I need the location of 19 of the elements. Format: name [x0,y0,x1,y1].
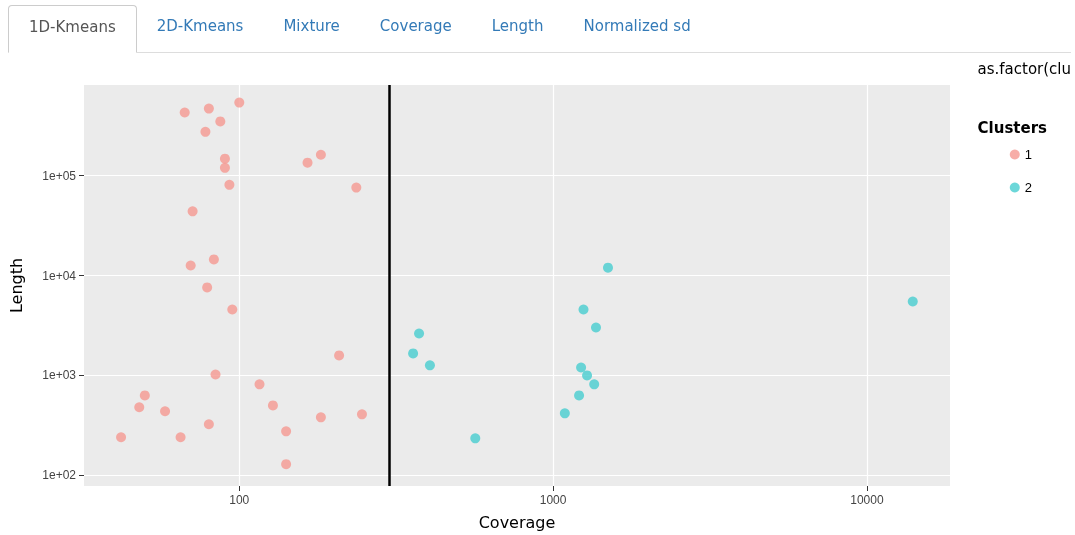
x-tick-label: 1000 [539,493,567,507]
x-axis-title: Coverage [478,512,556,532]
legend-label: 1 [1024,147,1032,162]
text: Mixture [282,16,341,37]
y-tick-label: 1e+02 [42,468,77,483]
x-tick-label: 10000 [850,493,884,507]
y-tick-label: 1e+04 [42,268,77,283]
legend-label: 2 [1024,180,1032,195]
y-tick-label: 1e+05 [42,168,77,183]
text: as.factor(clu [977,60,1071,78]
text: Normalized sd [582,16,692,37]
y-tick-label: 1e+03 [42,368,77,383]
legend-title: Clusters [977,118,1048,137]
text: 1D-Kmeans [8,5,137,53]
text: 2D-Kmeans [155,16,245,37]
y-axis-title: Length [6,257,26,314]
text: Coverage [378,16,453,37]
x-tick-label: 100 [229,493,250,507]
text: Length [490,16,545,37]
